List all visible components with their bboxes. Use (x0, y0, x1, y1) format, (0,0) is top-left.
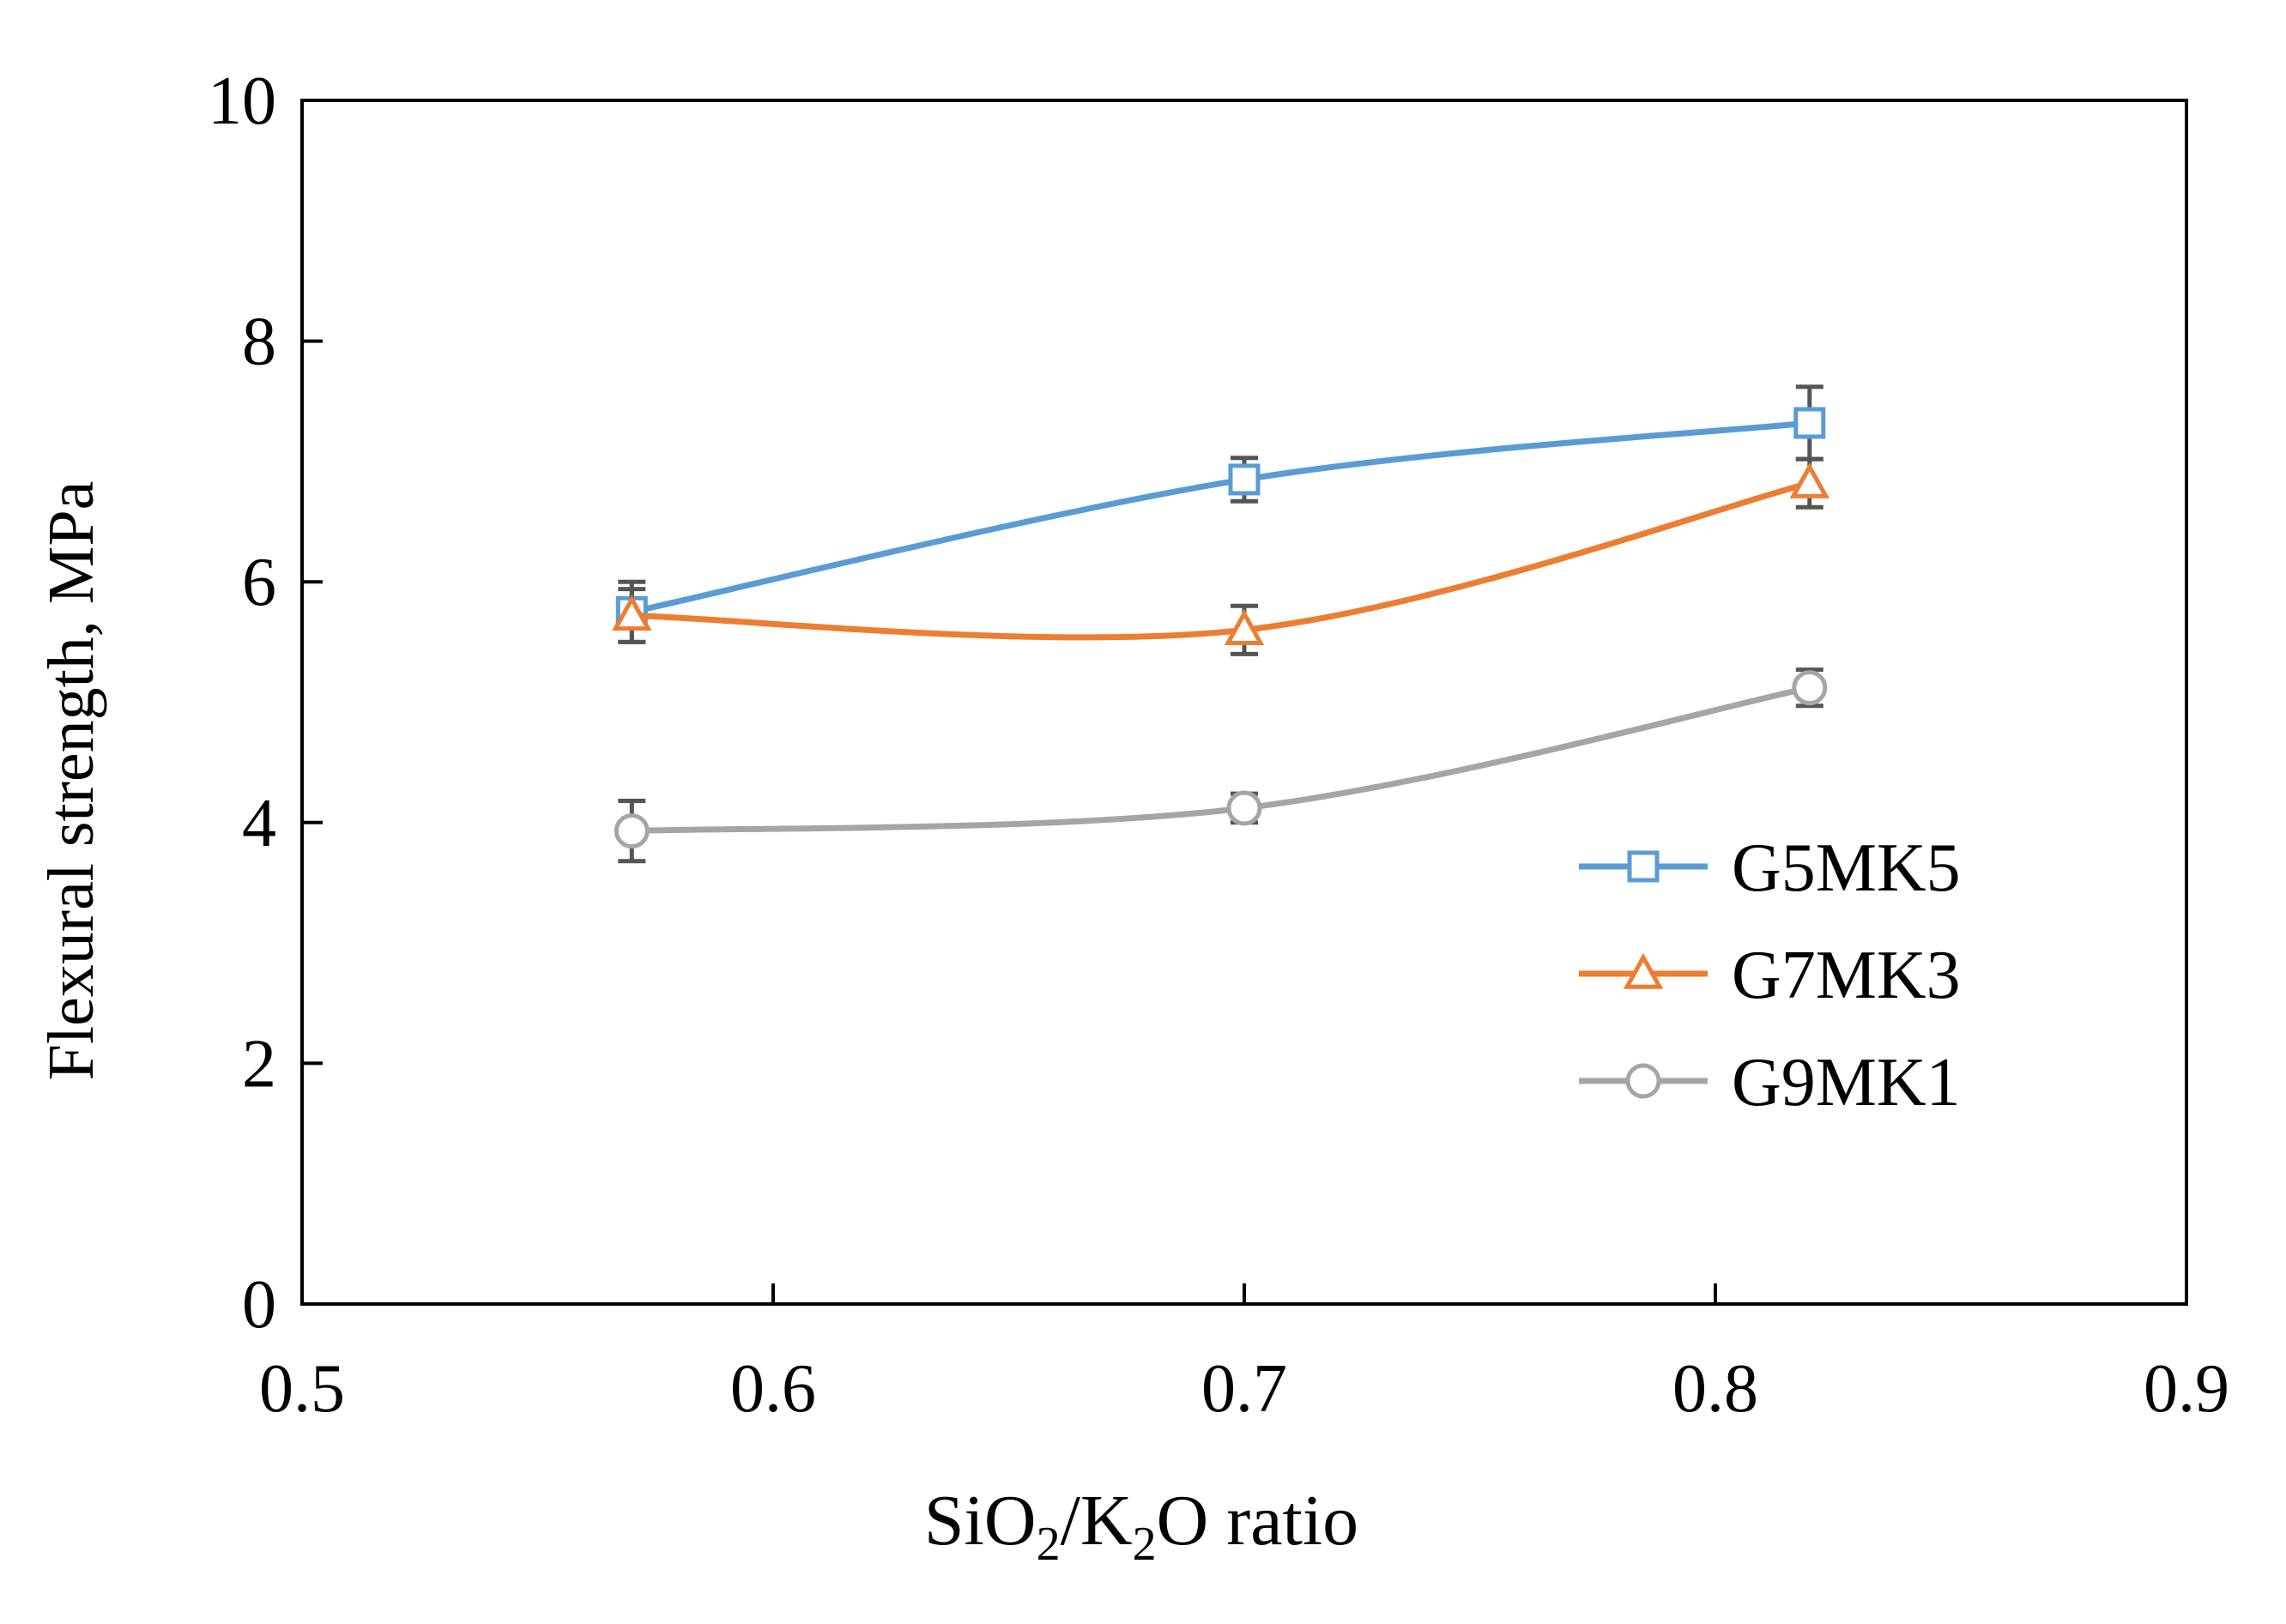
y-axis-title: Flexural strength, MPa (35, 481, 107, 1081)
x-tick-label: 0.6 (730, 1351, 816, 1427)
data-point (612, 595, 652, 631)
legend-label: G7MK3 (1732, 938, 1961, 1013)
data-point (1228, 463, 1261, 496)
y-tick-label: 4 (242, 786, 276, 861)
x-axis-title-part-a: SiO (924, 1481, 1037, 1561)
y-tick-label: 8 (242, 305, 276, 380)
series-G5MK5 (615, 384, 1826, 644)
data-point (1793, 407, 1826, 439)
y-tick-label: 10 (208, 63, 276, 139)
legend-item-G7MK3: G7MK3 (1579, 938, 1961, 1013)
x-tick-label: 0.7 (1201, 1351, 1287, 1427)
legend-marker (1625, 1063, 1661, 1099)
data-point (614, 813, 650, 849)
legend-label: G5MK5 (1732, 830, 1961, 906)
legend-item-G9MK1: G9MK1 (1579, 1045, 1961, 1120)
series-line (628, 480, 1813, 641)
data-point (1789, 462, 1830, 498)
series-G7MK3 (612, 456, 1830, 656)
data-point (1792, 670, 1828, 706)
x-axis-title-part-c: O ratio (1157, 1481, 1359, 1561)
x-tick-label: 0.9 (2144, 1351, 2229, 1427)
legend-label: G9MK1 (1732, 1045, 1961, 1120)
x-tick-label: 0.8 (1672, 1351, 1758, 1427)
plot-layer: 0 2 4 6 8 10 0.5 0.6 0.7 0.8 0.9 (208, 63, 2229, 1427)
x-axis-title-sub1: 2 (1037, 1518, 1061, 1571)
legend-marker (1623, 952, 1664, 989)
series-line (628, 685, 1813, 835)
x-axis-title-part-b: /K (1061, 1481, 1133, 1561)
y-tick-label: 2 (242, 1026, 276, 1102)
x-tick-label: 0.5 (259, 1351, 345, 1427)
y-tick-label: 0 (242, 1267, 276, 1343)
x-axis-title-sub2: 2 (1133, 1518, 1157, 1571)
plot-frame (300, 99, 2188, 1306)
series-G9MK1 (614, 667, 1828, 864)
legend: G5MK5 G7MK3 G9MK1 (1579, 830, 1961, 1120)
x-axis-title: SiO2/K2O ratio (924, 1481, 1358, 1571)
data-point (1224, 609, 1265, 646)
legend-item-G5MK5: G5MK5 (1579, 830, 1961, 906)
legend-marker (1627, 850, 1660, 883)
data-point (1226, 790, 1262, 826)
series-line (628, 420, 1813, 615)
y-tick-label: 6 (242, 545, 276, 620)
series-layer (612, 384, 1830, 864)
